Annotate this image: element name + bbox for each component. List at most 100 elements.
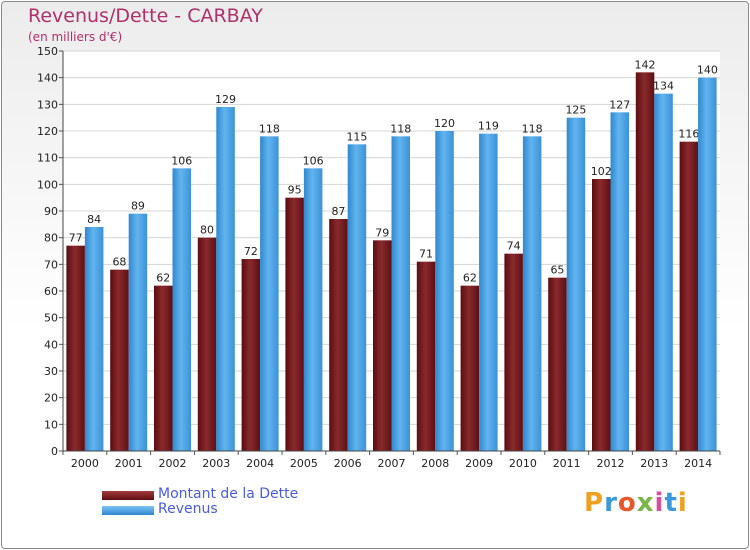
bar-revenus (172, 168, 191, 452)
data-label-dette: 79 (375, 226, 389, 239)
data-label-revenus: 118 (390, 122, 411, 135)
logo-letter: o (617, 488, 637, 518)
bar-dette (154, 285, 173, 451)
y-tick-label: 0 (51, 445, 58, 458)
logo-letter: i (654, 488, 665, 518)
data-label-dette: 142 (635, 58, 656, 71)
bar-revenus (391, 136, 410, 452)
bar-revenus (698, 77, 717, 452)
bar-dette (329, 219, 348, 451)
data-label-dette: 71 (419, 248, 433, 261)
bar-revenus (84, 227, 104, 451)
data-label-revenus: 84 (87, 213, 101, 226)
bar-revenus (610, 112, 629, 451)
x-tick-label: 2011 (553, 457, 581, 470)
chart-title: Revenus/Dette - CARBAY (28, 5, 263, 27)
legend-label-revenus: Revenus (158, 501, 218, 517)
bar-revenus (435, 131, 454, 451)
y-tick-label: 70 (44, 258, 58, 271)
y-tick-label: 150 (37, 45, 58, 58)
legend-swatch-dette (102, 491, 154, 500)
x-tick-label: 2000 (71, 457, 99, 470)
x-tick-label: 2012 (597, 457, 625, 470)
y-tick-label: 100 (37, 178, 58, 191)
y-tick-label: 130 (37, 98, 58, 111)
data-label-revenus: 129 (215, 93, 236, 106)
data-label-revenus: 106 (171, 154, 192, 167)
x-tick-label: 2004 (246, 457, 274, 470)
data-label-dette: 95 (288, 184, 302, 197)
x-tick-label: 2007 (378, 457, 406, 470)
data-label-revenus: 120 (434, 117, 455, 130)
bar-dette (635, 72, 655, 451)
legend-label-dette: Montant de la Dette (158, 486, 299, 502)
y-tick-label: 120 (37, 125, 58, 138)
bar-revenus (128, 213, 148, 451)
logo-letter: t (664, 488, 678, 518)
data-label-revenus: 115 (346, 130, 367, 143)
data-label-dette: 116 (678, 128, 699, 141)
data-label-revenus: 119 (478, 120, 499, 133)
y-tick-label: 60 (44, 285, 58, 298)
y-tick-label: 140 (37, 72, 58, 85)
x-tick-label: 2010 (509, 457, 537, 470)
x-tick-label: 2009 (465, 457, 493, 470)
data-label-dette: 87 (331, 205, 345, 218)
bar-revenus (654, 93, 673, 452)
logo-letter: r (604, 488, 618, 518)
data-label-revenus: 134 (653, 80, 674, 93)
bar-dette (197, 237, 217, 451)
y-tick-label: 90 (44, 205, 58, 218)
chart-subtitle: (en milliers d'€) (28, 30, 123, 44)
proxiti-logo: Proxiti (584, 488, 688, 518)
x-tick-label: 2001 (115, 457, 143, 470)
x-tick-label: 2013 (640, 457, 668, 470)
data-label-dette: 68 (112, 256, 126, 269)
bar-revenus (303, 168, 323, 452)
x-tick-label: 2002 (159, 457, 187, 470)
bar-revenus (479, 133, 498, 451)
data-label-revenus: 140 (697, 64, 718, 77)
bar-dette (66, 245, 85, 451)
logo-letter: x (636, 488, 655, 518)
x-tick-label: 2003 (202, 457, 230, 470)
x-tick-label: 2014 (684, 457, 712, 470)
data-label-revenus: 125 (565, 104, 586, 117)
x-tick-label: 2008 (421, 457, 449, 470)
bar-revenus (566, 117, 586, 452)
legend-swatch-revenus (102, 506, 154, 515)
bar-revenus (522, 136, 542, 452)
data-label-revenus: 89 (131, 200, 145, 213)
y-tick-label: 110 (37, 152, 58, 165)
bar-dette (241, 259, 261, 451)
bar-dette (285, 197, 304, 451)
data-label-dette: 74 (507, 240, 521, 253)
bar-revenus (216, 107, 235, 451)
data-label-dette: 62 (156, 272, 170, 285)
y-tick-label: 80 (44, 232, 58, 245)
y-tick-label: 40 (44, 338, 58, 351)
data-label-revenus: 118 (522, 122, 543, 135)
logo-letter: P (584, 488, 605, 518)
bar-revenus (347, 144, 367, 452)
data-label-dette: 77 (69, 232, 83, 245)
data-label-dette: 62 (463, 272, 477, 285)
data-label-dette: 80 (200, 224, 214, 237)
bar-dette (679, 141, 699, 451)
data-label-dette: 65 (550, 264, 564, 277)
bar-dette (548, 277, 567, 451)
bar-dette (460, 285, 480, 451)
bar-dette (416, 261, 436, 451)
data-label-revenus: 127 (609, 98, 630, 111)
logo-letter: i (677, 488, 688, 518)
x-tick-label: 2005 (290, 457, 318, 470)
y-tick-label: 30 (44, 365, 58, 378)
data-label-dette: 102 (591, 165, 612, 178)
bar-dette (110, 269, 129, 451)
bar-dette (373, 240, 392, 451)
bar-dette (504, 253, 523, 451)
y-tick-label: 50 (44, 312, 58, 325)
data-label-revenus: 106 (303, 154, 324, 167)
